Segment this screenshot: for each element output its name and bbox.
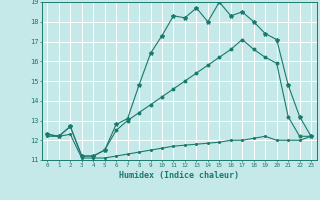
X-axis label: Humidex (Indice chaleur): Humidex (Indice chaleur) — [119, 171, 239, 180]
